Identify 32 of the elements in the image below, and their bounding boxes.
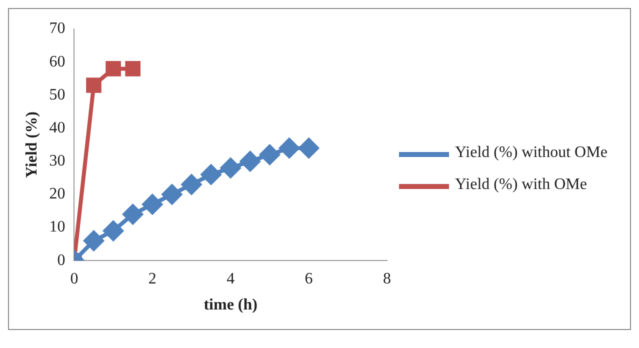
x-tick-label: 8	[383, 270, 391, 288]
legend-label: Yield (%) with OMe	[455, 176, 588, 194]
y-tick-label: 20	[49, 186, 66, 203]
x-tick-label: 4	[226, 270, 235, 288]
point	[84, 230, 104, 251]
point	[298, 138, 319, 158]
point	[182, 174, 202, 195]
point	[106, 61, 121, 76]
x-tick-label: 0	[70, 270, 78, 288]
y-tick-label: 50	[49, 86, 66, 104]
point	[142, 194, 162, 214]
x-tick-label: 2	[148, 270, 156, 288]
x-tick-label: 6	[304, 270, 313, 288]
y-tick-label: 30	[49, 152, 66, 170]
point	[122, 204, 143, 224]
point	[201, 164, 222, 185]
y-tick-label: 70	[49, 20, 66, 38]
y-tick-label: 10	[49, 218, 66, 236]
point	[279, 138, 300, 158]
point	[125, 61, 141, 76]
x-axis-title: time (h)	[204, 296, 258, 314]
legend-label: Yield (%) without OMe	[455, 144, 608, 162]
point	[103, 220, 124, 241]
point	[162, 184, 182, 204]
y-axis-title: Yield (%)	[24, 112, 41, 178]
y-tick-label: 40	[49, 119, 66, 136]
point	[260, 144, 280, 165]
point	[86, 78, 102, 93]
y-tick-label: 60	[49, 53, 66, 70]
point	[240, 151, 260, 172]
point	[220, 158, 241, 178]
y-tick-label: 0	[57, 252, 66, 269]
